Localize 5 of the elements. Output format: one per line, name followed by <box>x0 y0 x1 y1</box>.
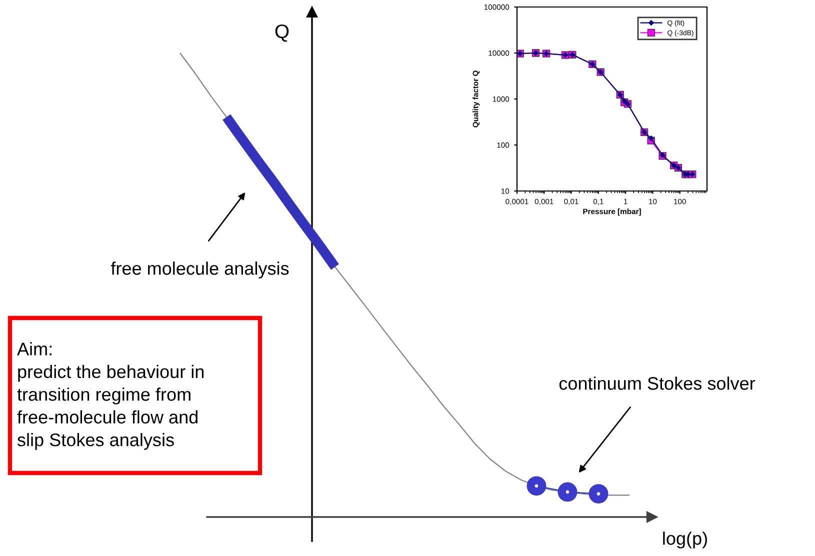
annotation: Aim: predict the behaviour in transition regime from free-molecule flow and slip Stokes analysis <box>17 342 204 450</box>
annotation: free molecule analysis <box>110 262 289 278</box>
annotation: continuum Stokes solver <box>559 376 756 390</box>
x-axis-title: log(p) <box>663 532 707 548</box>
y-axis-title: Q <box>275 24 289 42</box>
